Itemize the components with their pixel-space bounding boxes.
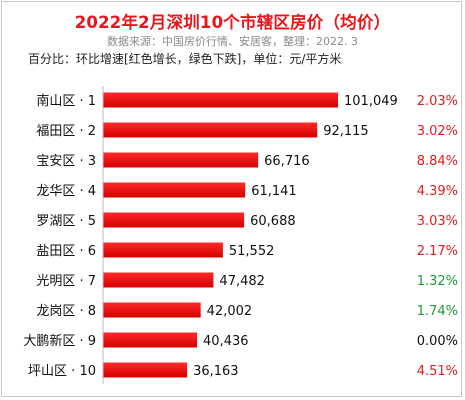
bar	[103, 332, 198, 348]
value-label: 40,436	[203, 334, 249, 349]
bar-row: 福田区 · 2 92,115 3.02%	[36, 122, 458, 139]
data-source: 数据来源：中国房价行情、安居客，整理：2022. 3	[107, 35, 358, 48]
bar	[103, 152, 259, 168]
bar-row: 盐田区 · 6 51,552 2.17%	[36, 242, 458, 259]
bar	[103, 302, 201, 318]
bar	[103, 242, 223, 258]
bar-row: 龙华区 · 4 61,141 4.39%	[36, 182, 458, 199]
growth-label: 4.39%	[417, 184, 458, 199]
category-label: 福田区 · 2	[36, 124, 96, 139]
chart-title: 2022年2月深圳10个市辖区房价（均价）	[74, 13, 391, 32]
category-label: 宝安区 · 3	[36, 154, 96, 169]
category-label: 坪山区 · 10	[28, 364, 96, 379]
bar-row: 南山区 · 1 101,049 2.03%	[36, 92, 458, 109]
bar	[103, 92, 338, 108]
value-label: 51,552	[229, 244, 275, 259]
bar-row: 龙岗区 · 8 42,002 1.74%	[36, 302, 458, 319]
category-label: 盐田区 · 6	[36, 244, 96, 259]
growth-label: 2.17%	[417, 244, 458, 259]
bar	[103, 182, 246, 198]
growth-label: 3.03%	[417, 214, 458, 229]
value-label: 36,163	[193, 364, 239, 379]
bar	[103, 122, 318, 138]
value-label: 61,141	[251, 184, 296, 199]
category-label: 南山区 · 1	[36, 93, 96, 109]
bar-row: 光明区 · 7 47,482 1.32%	[36, 272, 458, 289]
bar	[103, 212, 245, 228]
value-label: 47,482	[219, 274, 265, 289]
growth-label: 1.74%	[417, 304, 458, 319]
growth-label: 1.32%	[417, 274, 458, 289]
category-label: 龙岗区 · 8	[36, 304, 96, 319]
category-label: 罗湖区 · 5	[36, 214, 96, 229]
value-label: 60,688	[250, 214, 296, 229]
value-label: 66,716	[264, 154, 310, 169]
growth-label: 4.51%	[417, 364, 458, 379]
bar-row: 宝安区 · 3 66,716 8.84%	[36, 152, 458, 169]
unit-note: 百分比：环比增速[红色增长，绿色下跌]，单位：元/平方米	[28, 52, 342, 66]
value-label: 101,049	[344, 94, 398, 109]
bar-row: 大鹏新区 · 9 40,436 0.00%	[23, 332, 458, 349]
value-label: 42,002	[207, 304, 253, 319]
growth-label: 8.84%	[417, 154, 458, 169]
category-label: 光明区 · 7	[36, 274, 96, 289]
category-label: 龙华区 · 4	[36, 184, 96, 199]
bar-row: 坪山区 · 10 36,163 4.51%	[28, 362, 458, 379]
value-label: 92,115	[323, 124, 369, 139]
growth-label: 3.02%	[417, 124, 458, 139]
bar	[103, 362, 188, 378]
growth-label: 2.03%	[417, 94, 458, 109]
bar-row: 罗湖区 · 5 60,688 3.03%	[36, 212, 458, 229]
category-label: 大鹏新区 · 9	[23, 333, 96, 349]
growth-label: 0.00%	[417, 334, 458, 349]
bar	[103, 272, 214, 288]
